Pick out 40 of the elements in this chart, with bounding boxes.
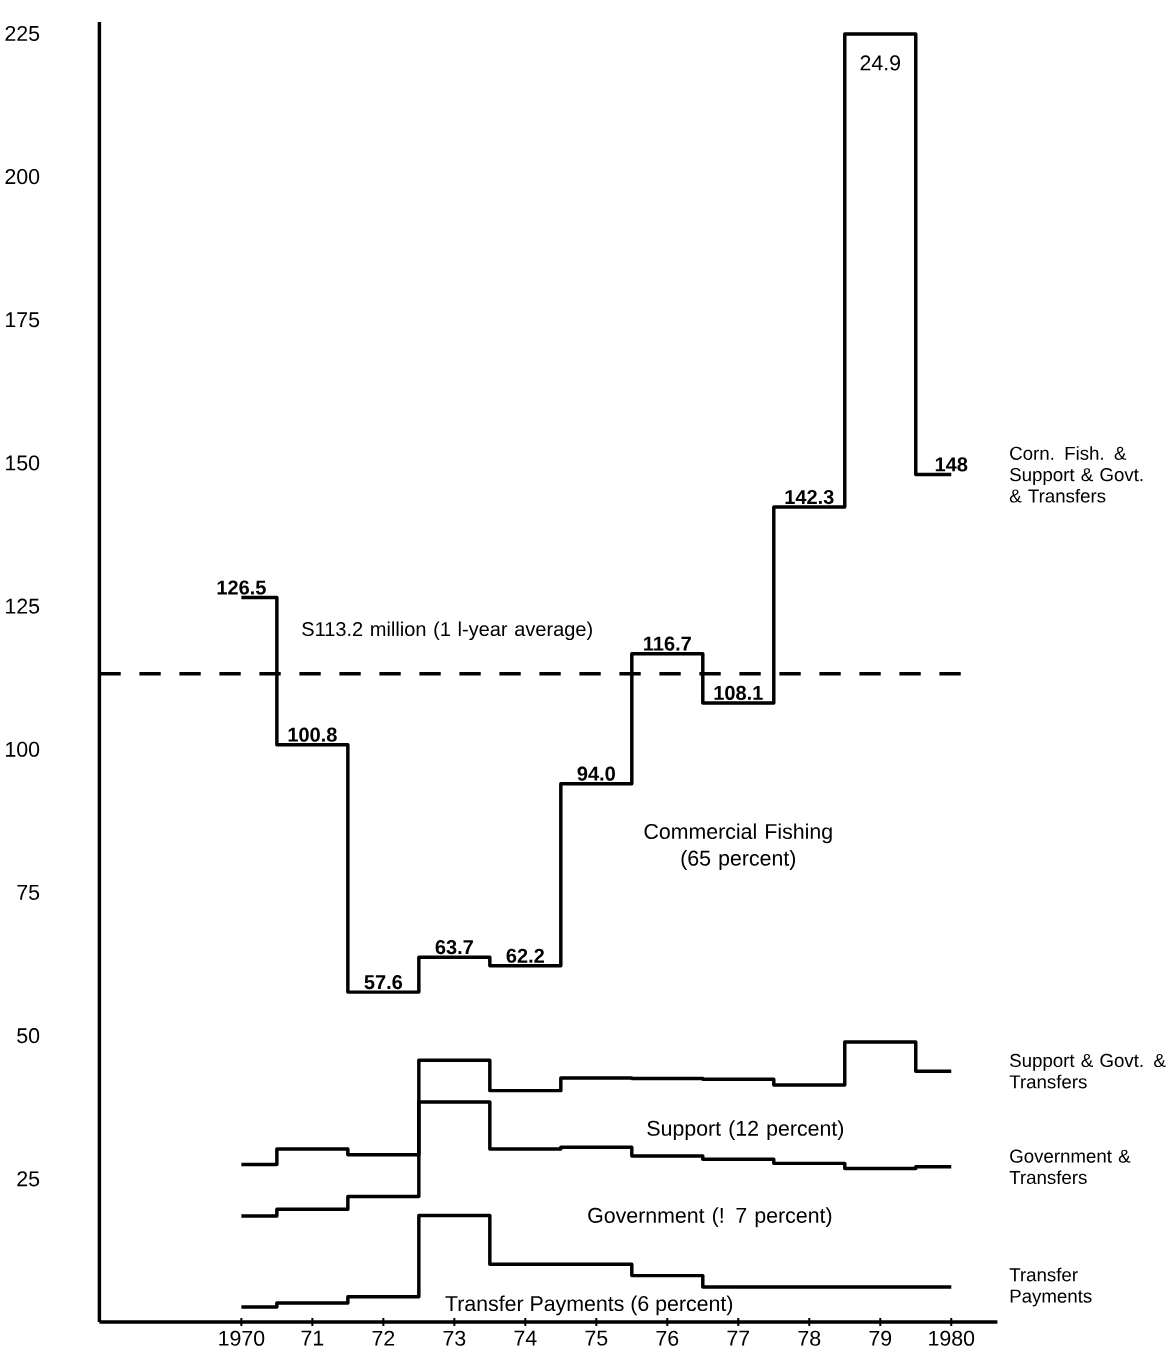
data-label: 94.0 [577,766,615,781]
data-label: 142.3 [785,489,834,505]
ref-line-label: S113.2 million (1 l-year average) [302,621,592,641]
x-tick-label: 77 [727,1330,750,1346]
data-label: 100.8 [288,727,337,742]
x-tick-label: 76 [656,1330,679,1346]
annotation: Commercial Fishing (65 percent) [644,823,832,870]
x-tick-label: 78 [798,1330,821,1346]
y-tick-label: 225 [5,25,40,41]
text: Transfer Payments [1009,1267,1092,1307]
annotation: Government (! 7 percent) [588,1207,832,1228]
y-tick-label: 200 [5,169,40,185]
y-tick-label: 25 [17,1171,40,1187]
text: Government & Transfers [1009,1149,1131,1185]
y-tick-label: 175 [6,312,40,328]
y-tick-label: 100 [6,741,40,757]
x-tick-label: 72 [372,1330,395,1346]
x-tick-label: 71 [301,1330,324,1346]
y-tick-label: 125 [6,598,40,614]
y-tick-label: 150 [6,455,40,471]
data-label: 108.1 [714,685,763,700]
x-tick-label: 1980 [929,1330,975,1346]
text: Corn. Fish. & Support & Govt. & Transfers [1009,446,1143,503]
x-tick-label: 74 [514,1330,537,1346]
text: Support & Govt. & Transfers [1009,1053,1166,1089]
data-label: 57.6 [364,975,403,990]
data-label: 116.7 [644,636,691,651]
x-tick-label: 75 [585,1330,608,1346]
data-label: 126.5 [217,580,266,595]
data-label: 148 [935,457,968,472]
annotation: Support (12 percent) [647,1120,844,1141]
data-label: 63.7 [435,940,473,955]
data-label: 62.2 [506,948,544,963]
y-tick-label: 75 [17,885,40,900]
y-tick-label: 50 [17,1028,40,1044]
annotation: Transfer Payments (6 percent) [445,1295,733,1316]
annotation: 24.9 [860,55,901,71]
x-tick-label: 1970 [219,1330,265,1346]
x-tick-label: 73 [443,1330,466,1346]
x-tick-label: 79 [869,1330,892,1346]
